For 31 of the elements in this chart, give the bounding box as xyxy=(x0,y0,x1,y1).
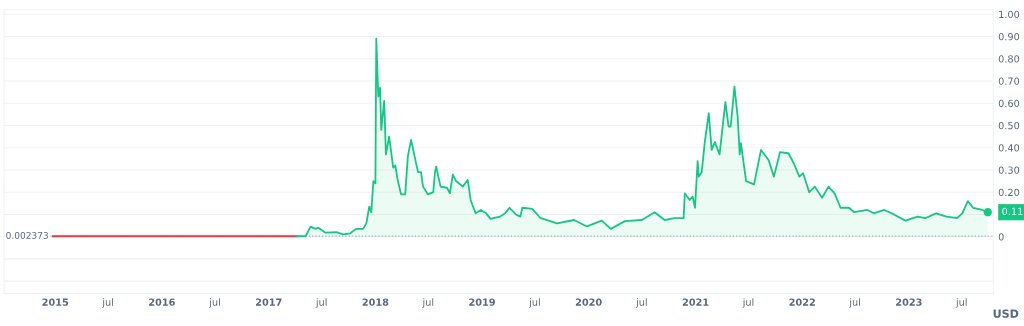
x-tick-label: jul xyxy=(742,298,754,308)
x-tick-label: 2021 xyxy=(682,298,709,306)
x-tick-label: 2019 xyxy=(469,298,495,306)
y-tick-label: 0.50 xyxy=(998,121,1020,130)
y-tick-label: 0.30 xyxy=(998,166,1020,174)
x-tick-label: 2022 xyxy=(789,298,815,306)
text: USD xyxy=(993,309,1019,318)
y-tick-label: 0.20 xyxy=(998,188,1020,197)
x-tick-label: jul xyxy=(209,298,220,308)
y-tick-label: 0.60 xyxy=(998,99,1020,108)
x-tick-label: 2015 xyxy=(42,298,69,306)
y-tick-label: 0 xyxy=(998,233,1004,241)
y-tick-label: 0.80 xyxy=(998,55,1020,63)
x-tick-label: jul xyxy=(528,298,540,308)
x-tick-label: 2023 xyxy=(896,298,922,306)
x-tick-label: jul xyxy=(422,298,434,308)
x-tick-label: 2017 xyxy=(256,298,282,306)
x-tick-label: 2018 xyxy=(362,298,389,306)
ref-line-label: 0.002373 xyxy=(6,231,48,239)
x-tick-label: 2020 xyxy=(575,298,602,306)
x-tick-label: jul xyxy=(315,298,327,308)
y-tick-label: 0.90 xyxy=(998,32,1020,41)
annotation: 0.11 xyxy=(1002,207,1023,216)
y-tick-label: 0.70 xyxy=(998,77,1020,85)
x-tick-label: 2016 xyxy=(149,298,175,306)
x-tick-label: jul xyxy=(102,298,113,308)
y-tick-label: 1.00 xyxy=(999,10,1020,19)
y-tick-label: 0.40 xyxy=(998,144,1020,152)
x-tick-label: jul xyxy=(635,298,647,308)
x-tick-label: jul xyxy=(955,298,967,308)
x-tick-label: jul xyxy=(849,298,860,308)
